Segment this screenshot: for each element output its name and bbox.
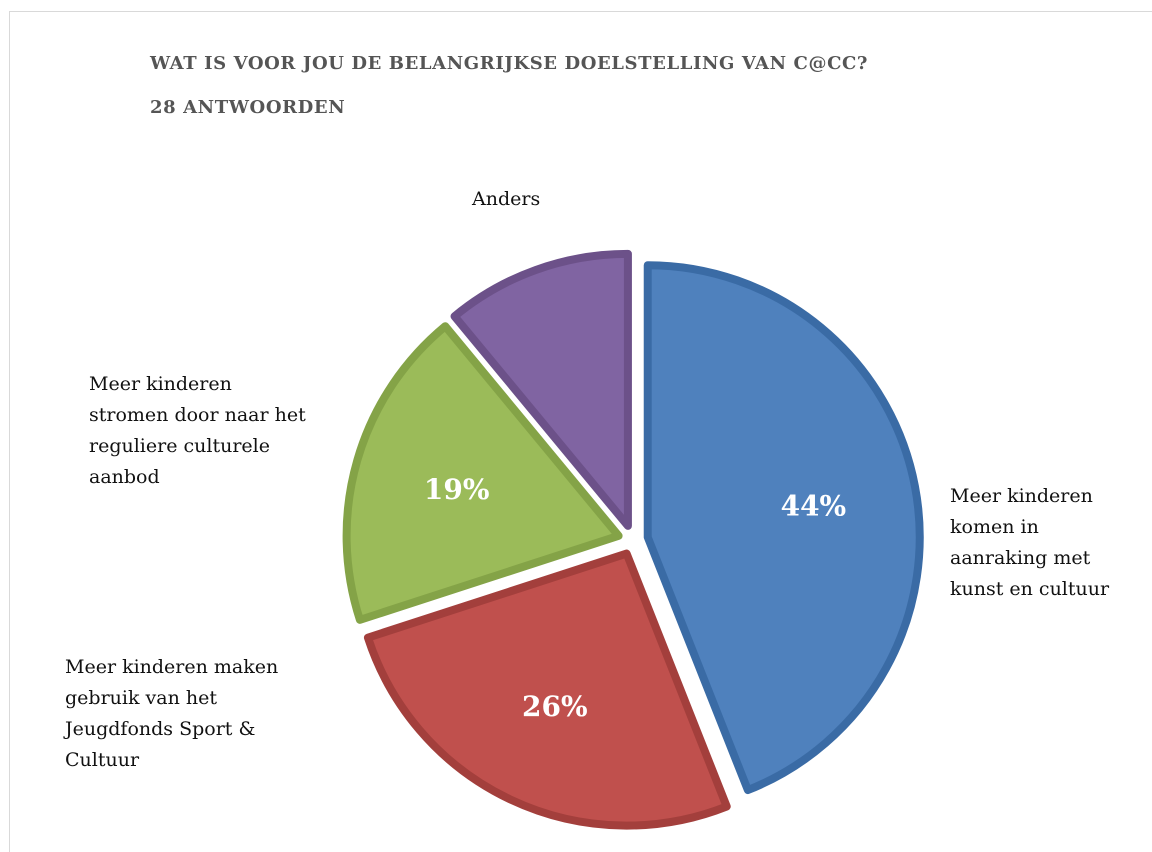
slice-doorstromen [342, 322, 623, 624]
label-jeugdfonds: Meer kinderen maken gebruik van het Jeug… [65, 652, 278, 776]
slice-anders [450, 249, 632, 530]
label-aanraking: Meer kinderen komen in aanraking met kun… [950, 481, 1109, 605]
slice-jeugdfonds [363, 549, 731, 830]
percent-label: 26% [522, 690, 588, 723]
label-jeugdfonds-line: Meer kinderen maken [65, 656, 279, 678]
chart-frame [9, 11, 1152, 852]
label-anders: Anders [472, 184, 540, 215]
label-doorstromen-line: aanbod [89, 466, 160, 488]
label-aanraking-line: Meer kinderen [950, 485, 1093, 507]
label-jeugdfonds-line: Jeugdfonds Sport & [65, 718, 256, 740]
percent-label: 44% [781, 490, 847, 523]
label-aanraking-line: kunst en cultuur [950, 578, 1110, 600]
chart-subtitle: 28 ANTWOORDEN [150, 97, 346, 118]
label-aanraking-line: aanraking met [950, 547, 1091, 569]
chart-title-block: WAT IS VOOR JOU DE BELANGRIJKSE DOELSTEL… [150, 42, 868, 130]
label-doorstromen: Meer kinderen stromen door naar het regu… [89, 369, 306, 493]
label-anders-text: Anders [472, 188, 541, 210]
label-doorstromen-line: stromen door naar het [89, 404, 306, 426]
label-jeugdfonds-line: gebruik van het [65, 687, 217, 709]
slice-aanraking [643, 261, 924, 795]
label-aanraking-line: komen in [950, 516, 1039, 538]
percent-label: 19% [424, 473, 490, 506]
chart-title: WAT IS VOOR JOU DE BELANGRIJKSE DOELSTEL… [150, 53, 869, 74]
label-doorstromen-line: Meer kinderen [89, 373, 232, 395]
pie-percent-labels: 44% 26% 19% [424, 473, 846, 723]
label-jeugdfonds-line: Cultuur [65, 749, 140, 771]
pie-slices [342, 249, 924, 830]
label-doorstromen-line: reguliere culturele [89, 435, 270, 457]
